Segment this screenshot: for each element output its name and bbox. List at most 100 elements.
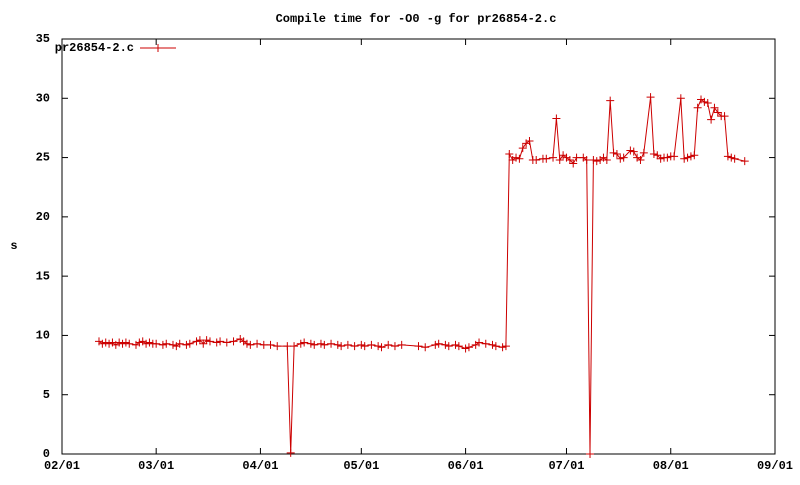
point-marker — [290, 342, 299, 351]
point-marker — [168, 340, 177, 349]
point-marker — [101, 338, 110, 347]
point-marker — [636, 155, 645, 164]
y-tick-label: 20 — [36, 210, 50, 224]
point-marker — [390, 342, 399, 351]
y-tick-label: 25 — [36, 151, 50, 165]
point-marker — [740, 157, 749, 166]
point-marker — [639, 148, 648, 157]
point-marker — [229, 337, 238, 346]
point-marker — [222, 338, 231, 347]
point-marker — [145, 338, 154, 347]
point-marker — [464, 343, 473, 352]
point-marker — [246, 340, 255, 349]
point-marker — [105, 339, 114, 348]
point-marker — [296, 339, 305, 348]
point-marker — [212, 338, 221, 347]
point-marker — [656, 154, 665, 163]
y-tick-label: 5 — [43, 388, 50, 402]
point-marker — [481, 339, 490, 348]
point-marker — [441, 340, 450, 349]
point-marker — [185, 339, 194, 348]
point-marker — [360, 342, 369, 351]
point-marker — [461, 344, 470, 353]
point-marker — [121, 338, 130, 347]
x-tick-label: 05/01 — [343, 459, 379, 473]
point-marker — [192, 337, 201, 346]
point-marker — [663, 153, 672, 162]
y-tick-label: 15 — [36, 269, 50, 283]
point-marker — [195, 336, 204, 345]
x-tick-label: 03/01 — [138, 459, 174, 473]
point-marker — [253, 339, 262, 348]
x-tick-label: 04/01 — [242, 459, 278, 473]
point-marker — [703, 99, 712, 108]
point-marker — [283, 342, 292, 351]
point-marker — [512, 153, 521, 162]
point-marker — [589, 155, 598, 164]
point-marker — [582, 155, 591, 164]
point-marker — [300, 338, 309, 347]
point-marker — [135, 338, 144, 347]
point-marker — [713, 108, 722, 117]
point-marker — [310, 340, 319, 349]
point-marker — [431, 340, 440, 349]
point-marker — [350, 342, 359, 351]
point-marker — [488, 340, 497, 349]
y-tick-label: 30 — [36, 91, 50, 105]
point-marker — [434, 339, 443, 348]
point-marker — [199, 339, 208, 348]
point-marker — [609, 148, 618, 157]
y-tick-label: 10 — [36, 329, 50, 343]
point-marker — [727, 153, 736, 162]
point-marker — [707, 115, 716, 124]
point-marker — [377, 343, 386, 352]
point-marker — [202, 336, 211, 345]
point-marker — [619, 153, 628, 162]
point-marker — [142, 339, 151, 348]
point-marker — [337, 342, 346, 351]
y-tick-label: 35 — [36, 32, 50, 46]
point-marker — [286, 448, 295, 457]
point-marker — [653, 151, 662, 160]
point-marker — [454, 342, 463, 351]
point-marker — [451, 340, 460, 349]
point-marker — [700, 97, 709, 106]
point-marker — [552, 114, 561, 123]
x-tick-label: 09/01 — [757, 459, 793, 473]
point-marker — [602, 155, 611, 164]
point-marker — [649, 150, 658, 159]
point-marker — [606, 96, 615, 105]
point-marker — [616, 154, 625, 163]
point-marker — [273, 342, 282, 351]
point-marker — [586, 450, 595, 458]
plot-border — [61, 38, 776, 455]
point-marker — [115, 338, 124, 347]
point-marker — [384, 340, 393, 349]
point-marker — [723, 152, 732, 161]
point-marker — [612, 150, 621, 159]
x-tick-label: 02/01 — [44, 459, 80, 473]
point-marker — [414, 342, 423, 351]
point-marker — [693, 103, 702, 112]
point-marker — [98, 339, 107, 348]
point-marker — [374, 342, 383, 351]
point-marker — [242, 339, 251, 348]
point-marker — [158, 340, 167, 349]
point-marker — [444, 342, 453, 351]
point-marker — [175, 339, 184, 348]
point-marker — [343, 340, 352, 349]
legend-label: pr26854-2.c — [55, 41, 134, 55]
point-marker — [565, 155, 574, 164]
point-marker — [357, 340, 366, 349]
point-marker — [686, 152, 695, 161]
point-marker — [532, 155, 541, 164]
point-marker — [475, 338, 484, 347]
point-marker — [421, 343, 430, 352]
point-marker — [266, 340, 275, 349]
point-marker — [320, 340, 329, 349]
x-tick-label: 07/01 — [548, 459, 584, 473]
point-marker — [670, 152, 679, 161]
legend-marker — [154, 44, 162, 52]
point-marker — [690, 151, 699, 160]
